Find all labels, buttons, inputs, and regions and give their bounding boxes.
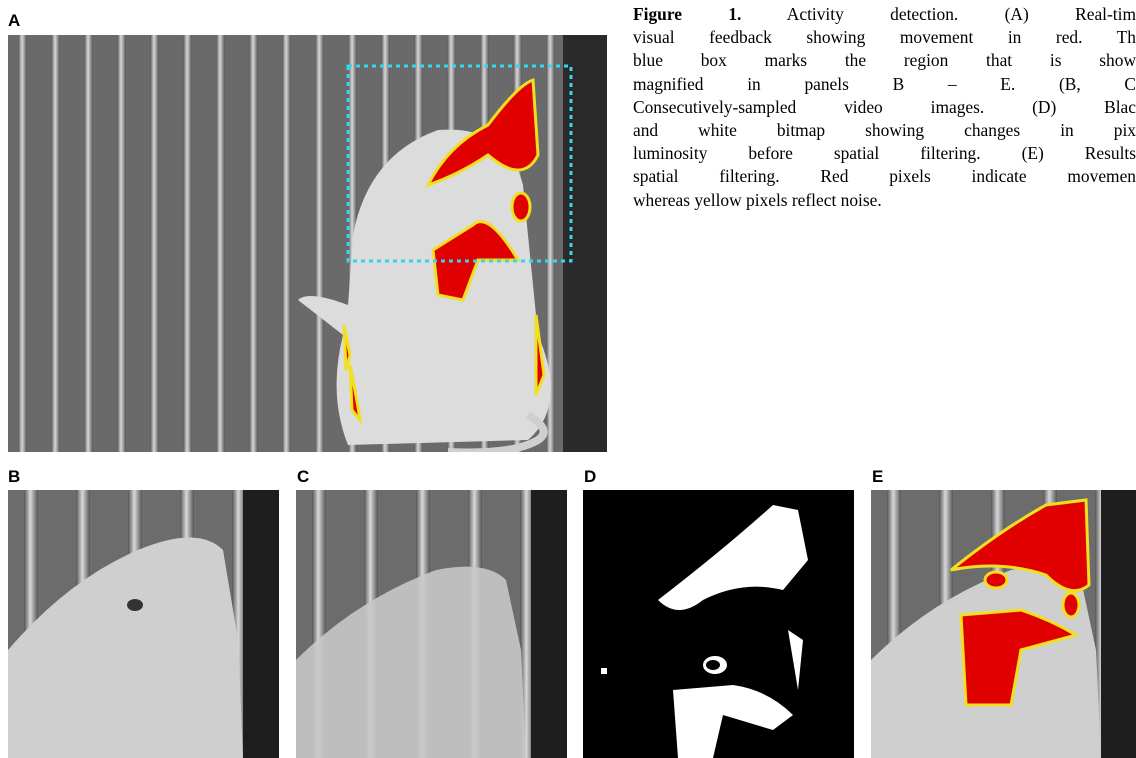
caption-text: Consecutively-sampled video images. (D) … (633, 97, 1136, 117)
caption-line: Figure 1. Activity detection. (A) Real-t… (633, 3, 1136, 26)
caption-line: whereas yellow pixels reflect noise. (633, 189, 1136, 212)
figure-page: {"panels": [{"label": "A"}, {"label": "B… (0, 0, 1136, 758)
caption-line: Consecutively-sampled video images. (D) … (633, 96, 1136, 119)
caption-text: magnified in panels B – E. (B, C (633, 74, 1136, 94)
caption-line: magnified in panels B – E. (B, C (633, 73, 1136, 96)
cage-edge (1101, 490, 1136, 758)
panel-c-image (296, 490, 567, 758)
panel-b-image (8, 490, 279, 758)
panel-a-image (8, 35, 607, 452)
caption-text: and white bitmap showing changes in pix (633, 120, 1136, 140)
panel-label: E (872, 468, 883, 485)
hole (706, 660, 720, 670)
caption-text: luminosity before spatial filtering. (E)… (633, 143, 1136, 163)
caption-line: visual feedback showing movement in red.… (633, 26, 1136, 49)
caption-label: Figure 1. (633, 4, 741, 24)
panel-label: C (297, 468, 309, 485)
panel-label: A (8, 12, 20, 29)
caption-line: and white bitmap showing changes in pix (633, 119, 1136, 142)
caption-text: spatial filtering. Red pixels indicate m… (633, 166, 1136, 186)
cage-edge (531, 490, 567, 758)
caption-line: luminosity before spatial filtering. (E)… (633, 142, 1136, 165)
caption-text: Activity detection. (A) Real-tim (787, 4, 1136, 24)
rat-ear (127, 599, 143, 611)
panel-e-image (871, 490, 1136, 758)
caption-line: spatial filtering. Red pixels indicate m… (633, 165, 1136, 188)
panel-label: D (584, 468, 596, 485)
caption-text: visual feedback showing movement in red.… (633, 27, 1136, 47)
cage-edge (243, 490, 279, 758)
panel-d-image (583, 490, 854, 758)
panel-label: B (8, 468, 20, 485)
caption: Figure 1. Activity detection. (A) Real-t… (633, 3, 1136, 212)
caption-text: blue box marks the region that is show (633, 50, 1136, 70)
caption-text: whereas yellow pixels reflect noise. (633, 190, 882, 210)
caption-line: blue box marks the region that is show (633, 49, 1136, 72)
